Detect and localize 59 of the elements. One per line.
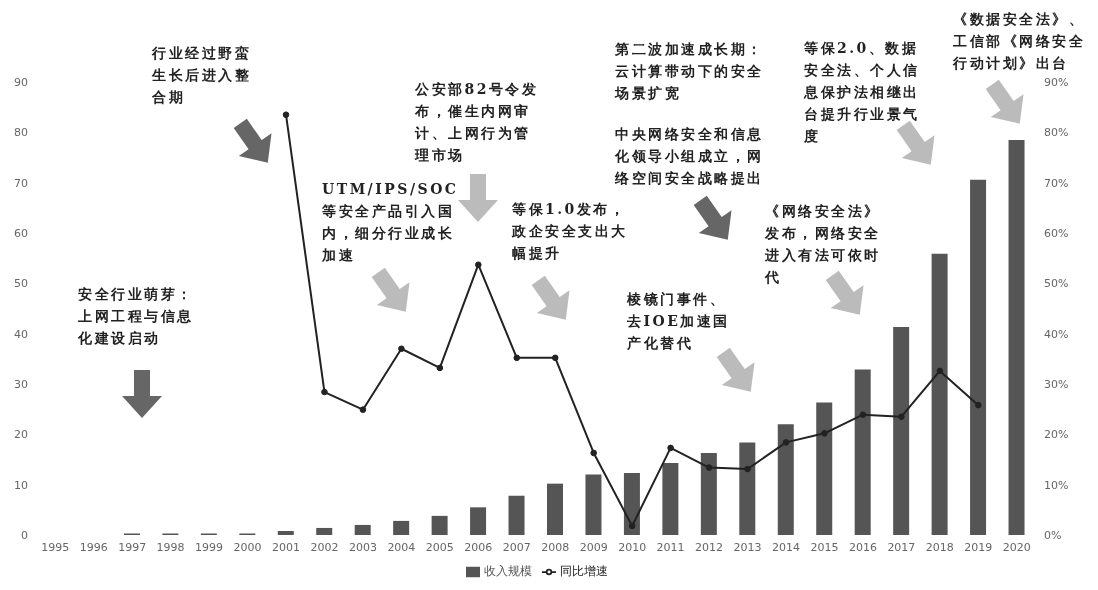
text: 《数据安全法》、工信部《网络安全行动计划》出台 [953, 10, 1086, 73]
x-tick-label: 2020 [1002, 540, 1031, 554]
x-tick-label: 2011 [656, 540, 685, 554]
y-tick-label: 90 [14, 75, 28, 89]
y-tick-label: 50 [14, 277, 28, 291]
x-tick-label: 2017 [887, 540, 916, 554]
x-tick-label: 1998 [156, 540, 185, 554]
x-tick-label: 1996 [79, 540, 108, 554]
y2-tick-label: 70% [1044, 176, 1069, 190]
annotation: 第二波加速成长期：云计算带动下的安全场景扩宽 [615, 40, 765, 103]
y2-tick-label: 60% [1044, 226, 1069, 240]
x-tick-label: 1999 [195, 540, 224, 554]
x-tick-label: 2008 [541, 540, 570, 554]
x-tick-label: 2004 [387, 540, 416, 554]
annotation: 公安部82号令发布，催生内网审计、上网行为管理市场 [415, 80, 540, 165]
y2-tick-label: 80% [1044, 126, 1069, 140]
x-tick-label: 2012 [695, 540, 724, 554]
x-tick-label: 2010 [618, 540, 647, 554]
y2-tick-label: 30% [1044, 377, 1069, 391]
x-tick-label: 1995 [41, 540, 70, 554]
y2-tick-label: 90% [1044, 75, 1069, 89]
x-tick-label: 2016 [848, 540, 877, 554]
x-tick-label: 2015 [810, 540, 839, 554]
annotation: 《网络安全法》发布，网络安全进入有法可依时代 [765, 202, 882, 287]
x-tick-label: 2014 [772, 540, 800, 554]
x-tick-label: 2003 [348, 540, 377, 554]
annotation: 安全行业萌芽：上网工程与信息化建设启动 [78, 285, 195, 348]
y-tick-label: 30 [14, 377, 28, 391]
annotation: UTM/IPS/SOC等安全产品引入国内，细分行业成长加速 [322, 180, 459, 265]
annotation: 行业经过野蛮生长后进入整合期 [152, 44, 252, 107]
y2-tick-label: 0% [1044, 528, 1062, 542]
x-tick-label: 2009 [579, 540, 608, 554]
y2-tick-label: 40% [1044, 327, 1069, 341]
y-tick-label: 20 [14, 428, 28, 442]
y-tick-label: 60 [14, 226, 28, 240]
y-tick-label: 40 [14, 327, 28, 341]
x-tick-label: 2005 [425, 540, 454, 554]
legend-label: 同比增速 [560, 564, 608, 578]
x-tick-label: 2019 [964, 540, 993, 554]
y2-tick-label: 20% [1044, 428, 1069, 442]
y-tick-label: 10 [14, 478, 28, 492]
y2-tick-label: 50% [1044, 277, 1069, 291]
x-tick-label: 2001 [272, 540, 300, 554]
x-tick-label: 2018 [925, 540, 954, 554]
y-tick-label: 70 [14, 176, 28, 190]
legend-label: 收入规模 [484, 564, 532, 578]
x-tick-label: 2006 [464, 540, 493, 554]
annotation: 中央网络安全和信息化领导小组成立，网络空间安全战略提出 [615, 125, 765, 188]
y2-tick-label: 10% [1044, 478, 1069, 492]
annotation: 棱镜门事件、去IOE加速国产化替代 [627, 290, 731, 353]
annotation: 等保1.0发布，政企安全支出大幅提升 [512, 200, 629, 263]
x-tick-label: 2007 [502, 540, 531, 554]
y-tick-label: 0 [21, 528, 28, 542]
x-tick-label: 2002 [310, 540, 339, 554]
y-tick-label: 80 [14, 126, 28, 140]
x-tick-label: 1997 [118, 540, 147, 554]
x-tick-label: 2013 [733, 540, 762, 554]
x-tick-label: 2000 [233, 540, 262, 554]
annotation: 等保2.0、数据安全法、个人信息保护法相继出台提升行业景气度 [804, 39, 921, 146]
